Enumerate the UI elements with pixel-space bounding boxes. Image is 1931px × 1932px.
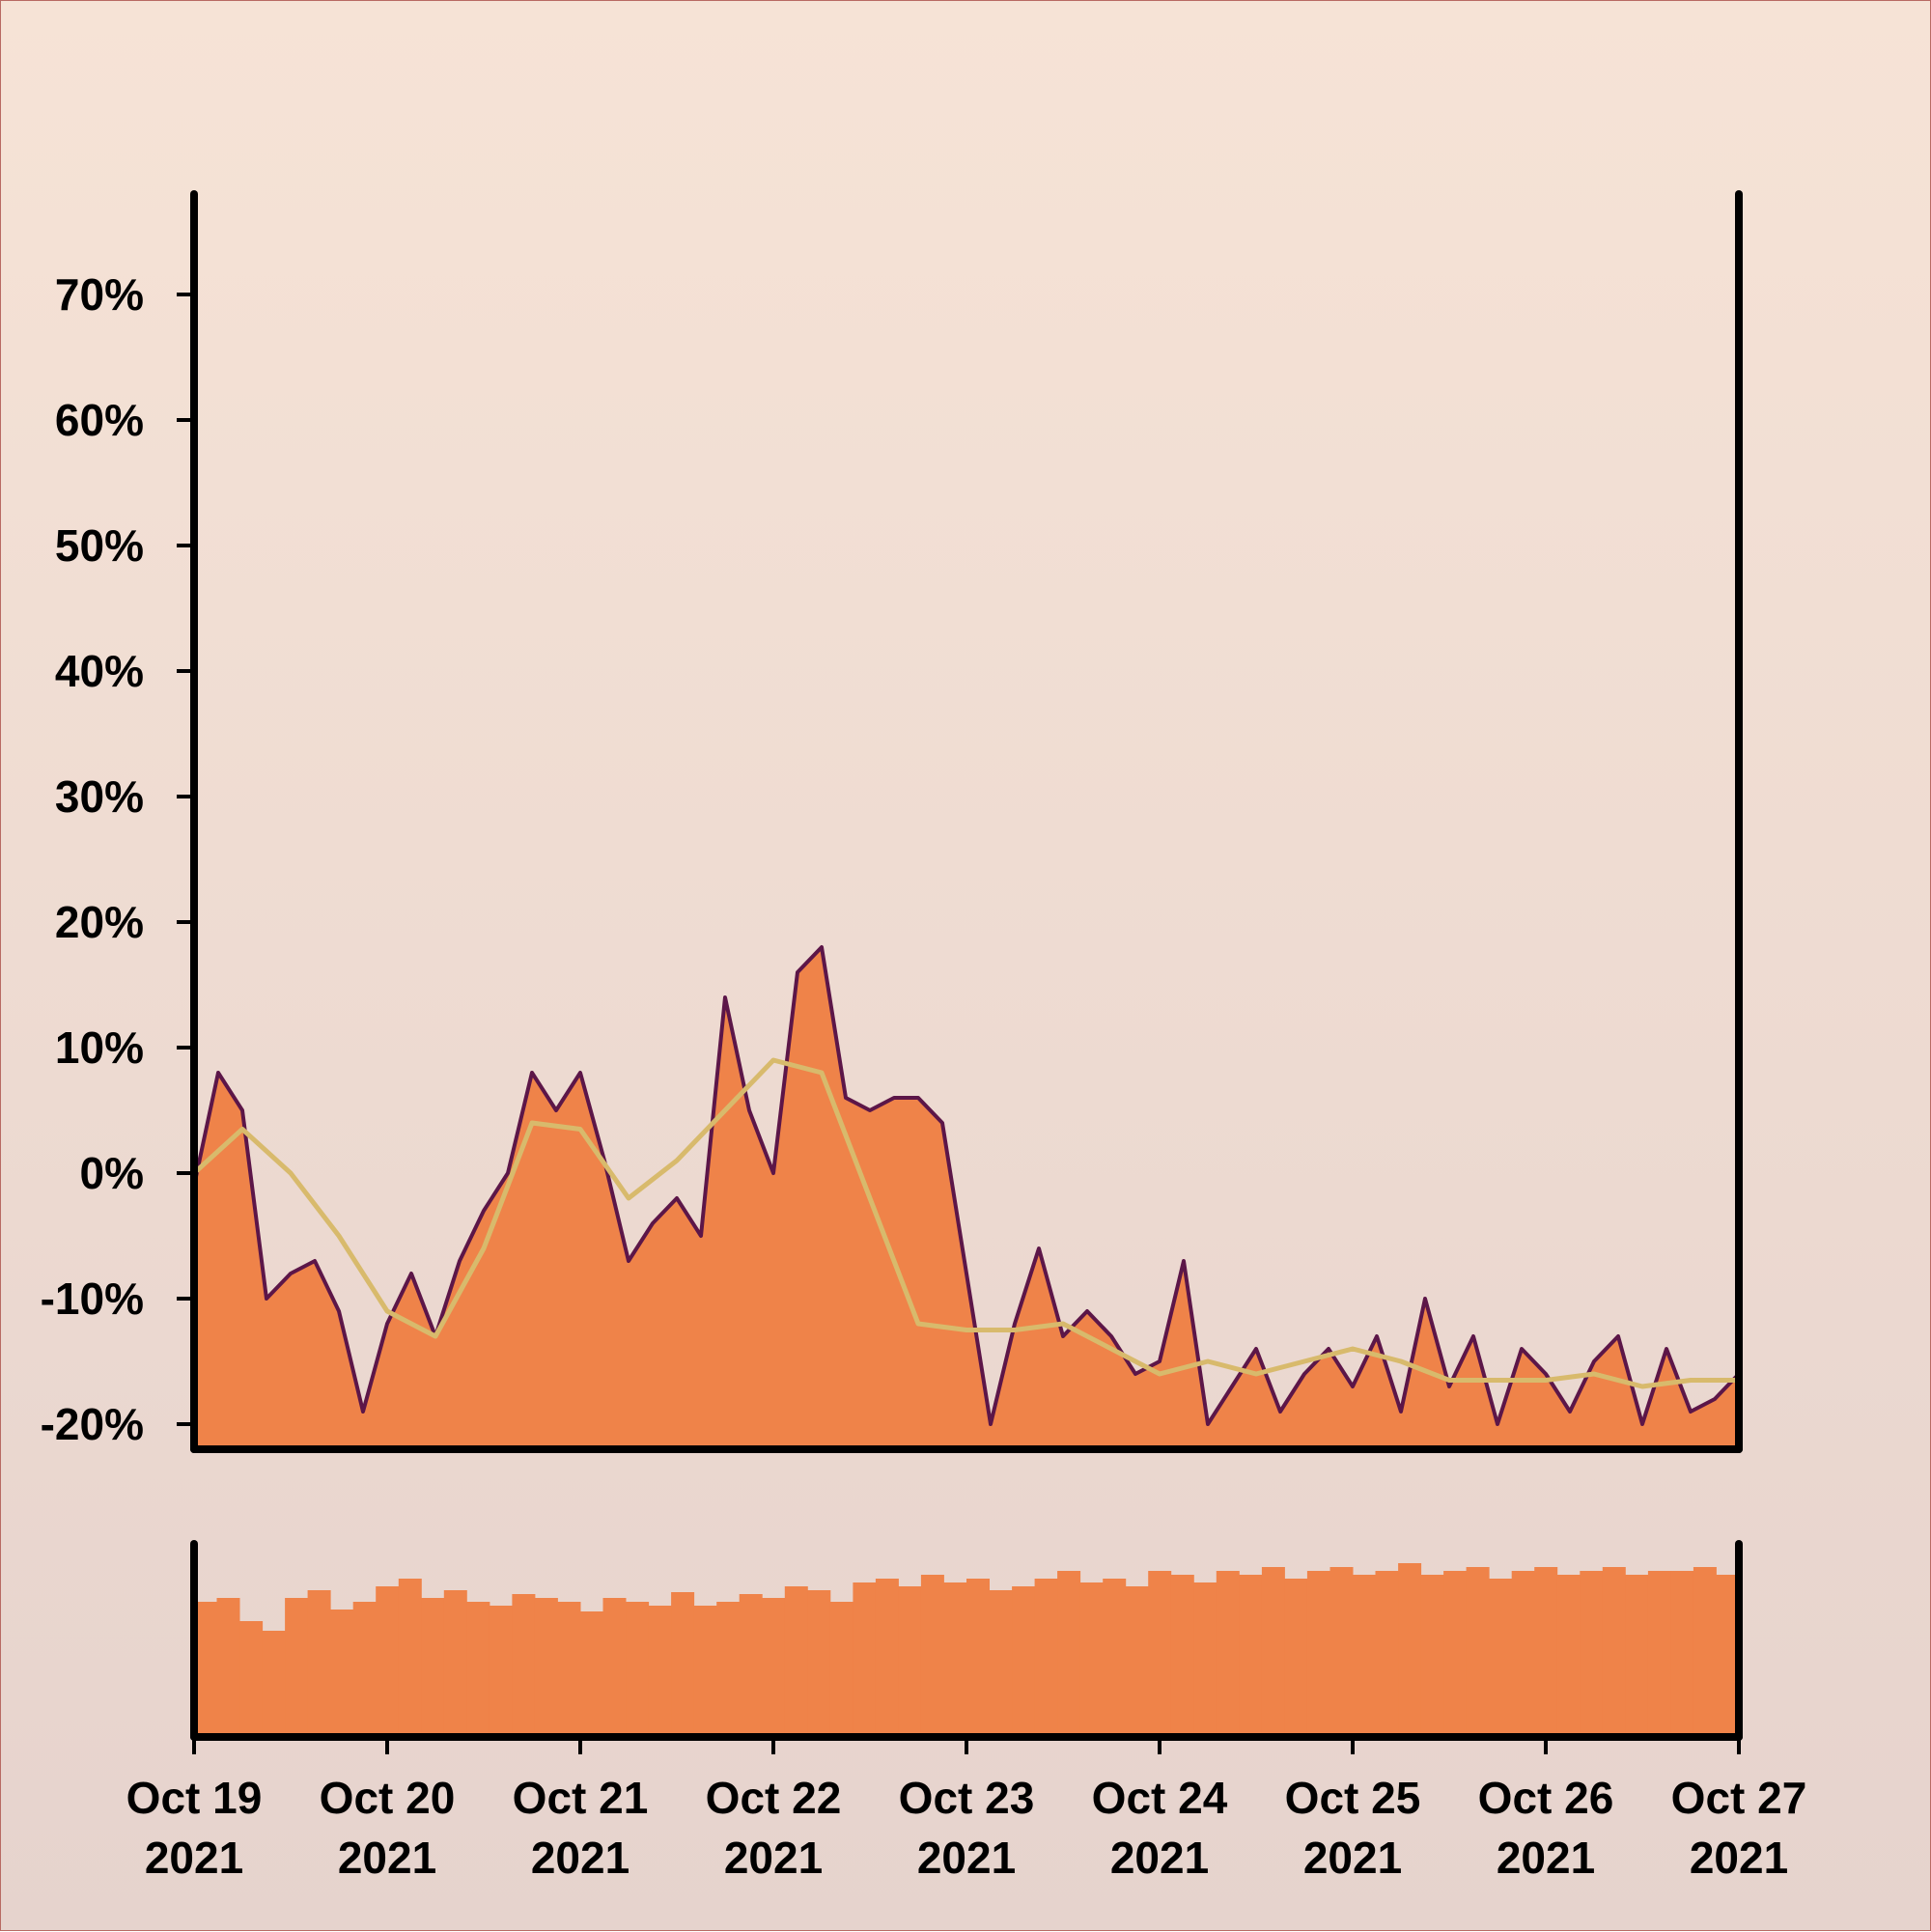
x-tick-label-year: 2021: [917, 1833, 1016, 1883]
volume-bar: [1034, 1579, 1058, 1737]
y-tick-label: -20%: [41, 1399, 144, 1449]
price-line: [194, 945, 1739, 1426]
volume-bar: [1125, 1586, 1149, 1737]
volume-bar: [239, 1621, 264, 1737]
volume-bar: [1647, 1571, 1671, 1737]
volume-bar: [1556, 1575, 1581, 1737]
volume-bar: [376, 1586, 400, 1737]
y-tick-label: 0%: [80, 1148, 144, 1198]
volume-bar: [1398, 1563, 1422, 1737]
volume-bar: [398, 1579, 422, 1737]
area-fill: [194, 947, 1739, 1449]
volume-bar: [330, 1610, 354, 1737]
volume-bar: [285, 1598, 309, 1737]
volume-bar: [1012, 1586, 1036, 1737]
volume-bar: [1534, 1567, 1558, 1737]
volume-bar: [1216, 1571, 1240, 1737]
volume-bar: [1170, 1575, 1194, 1737]
volume-bar: [421, 1598, 445, 1737]
volume-bar: [784, 1586, 808, 1737]
volume-bar: [1239, 1575, 1263, 1737]
x-tick-label-date: Oct 19: [126, 1773, 263, 1823]
volume-bar: [580, 1611, 603, 1737]
x-tick-label-year: 2021: [531, 1833, 630, 1883]
moving-average-line: [194, 1057, 1739, 1389]
volume-bar: [762, 1598, 786, 1737]
volume-bar: [920, 1575, 944, 1737]
volume-bar: [1261, 1567, 1285, 1737]
y-tick-label: 70%: [55, 269, 144, 320]
volume-bar: [1193, 1582, 1217, 1737]
volume-bar: [1443, 1571, 1468, 1737]
x-tick-label-date: Oct 25: [1285, 1773, 1421, 1823]
y-tick-label: 20%: [55, 897, 144, 947]
volume-bar: [966, 1579, 990, 1737]
volume-bar: [1625, 1575, 1649, 1737]
volume-bar: [1079, 1582, 1104, 1737]
volume-bar: [807, 1590, 831, 1737]
volume-bar: [262, 1631, 286, 1737]
volume-bar: [489, 1606, 513, 1737]
volume-bar: [898, 1586, 922, 1737]
volume-bar: [1489, 1579, 1513, 1737]
volume-bar: [829, 1602, 854, 1737]
volume-bar: [512, 1594, 536, 1737]
volume-bar: [557, 1602, 581, 1737]
volume-bar: [989, 1590, 1013, 1737]
volume-bar: [1329, 1567, 1354, 1737]
y-tick-label: 40%: [55, 646, 144, 696]
volume-bar: [943, 1582, 967, 1737]
y-tick-label: -10%: [41, 1274, 144, 1324]
x-tick-label-year: 2021: [338, 1833, 436, 1883]
volume-bar: [1580, 1571, 1604, 1737]
y-tick-label: 60%: [55, 395, 144, 445]
volume-bar: [716, 1602, 741, 1737]
volume-bar: [602, 1598, 627, 1737]
volume-bar: [739, 1594, 763, 1737]
volume-bar: [1511, 1571, 1535, 1737]
volume-bar: [1148, 1571, 1172, 1737]
x-tick-label-date: Oct 27: [1671, 1773, 1807, 1823]
volume-bar: [534, 1598, 558, 1737]
volume-bar: [1693, 1567, 1717, 1737]
volume-bar: [352, 1602, 377, 1737]
volume-bar: [853, 1582, 877, 1737]
volume-bar: [1375, 1571, 1399, 1737]
x-tick-label-date: Oct 23: [899, 1773, 1035, 1823]
volume-bar: [216, 1598, 240, 1737]
volume-bar: [671, 1592, 695, 1737]
volume-bar: [1420, 1575, 1444, 1737]
x-tick-label-year: 2021: [1110, 1833, 1209, 1883]
volume-bar: [1284, 1579, 1308, 1737]
volume-bar: [1353, 1575, 1376, 1737]
x-tick-label-year: 2021: [1497, 1833, 1595, 1883]
x-tick-label-date: Oct 22: [706, 1773, 842, 1823]
x-tick-label-year: 2021: [1690, 1833, 1788, 1883]
x-tick-label-date: Oct 26: [1478, 1773, 1614, 1823]
x-tick-label-date: Oct 21: [513, 1773, 649, 1823]
y-tick-label: 50%: [55, 520, 144, 571]
volume-bar: [1602, 1567, 1626, 1737]
volume-bar: [1306, 1571, 1330, 1737]
volume-bar: [307, 1590, 331, 1737]
x-tick-label-date: Oct 24: [1092, 1773, 1228, 1823]
volume-bar: [443, 1590, 467, 1737]
x-tick-label-year: 2021: [1303, 1833, 1402, 1883]
x-tick-label-year: 2021: [724, 1833, 823, 1883]
volume-bar: [648, 1606, 672, 1737]
volume-bar: [466, 1602, 490, 1737]
volume-bar: [693, 1606, 717, 1737]
y-tick-label: 30%: [55, 771, 144, 822]
volume-bar: [626, 1602, 650, 1737]
volume-bar: [1670, 1571, 1694, 1737]
y-tick-label: 10%: [55, 1022, 144, 1073]
volume-bar: [1466, 1567, 1490, 1737]
volume-bar: [875, 1579, 899, 1737]
x-tick-label-year: 2021: [145, 1833, 243, 1883]
volume-bar: [1103, 1579, 1127, 1737]
volume-bar: [1057, 1571, 1081, 1737]
x-tick-label-date: Oct 20: [320, 1773, 456, 1823]
